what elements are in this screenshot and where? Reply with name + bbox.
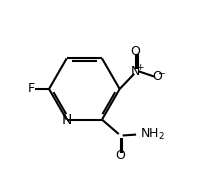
- Text: N: N: [131, 65, 140, 78]
- Text: O: O: [131, 44, 141, 57]
- Text: O: O: [116, 149, 125, 162]
- Text: O: O: [152, 70, 162, 83]
- Text: NH$_2$: NH$_2$: [140, 127, 165, 142]
- Text: −: −: [156, 69, 164, 78]
- Text: +: +: [136, 63, 143, 72]
- Text: F: F: [28, 82, 35, 96]
- Text: N: N: [61, 113, 72, 127]
